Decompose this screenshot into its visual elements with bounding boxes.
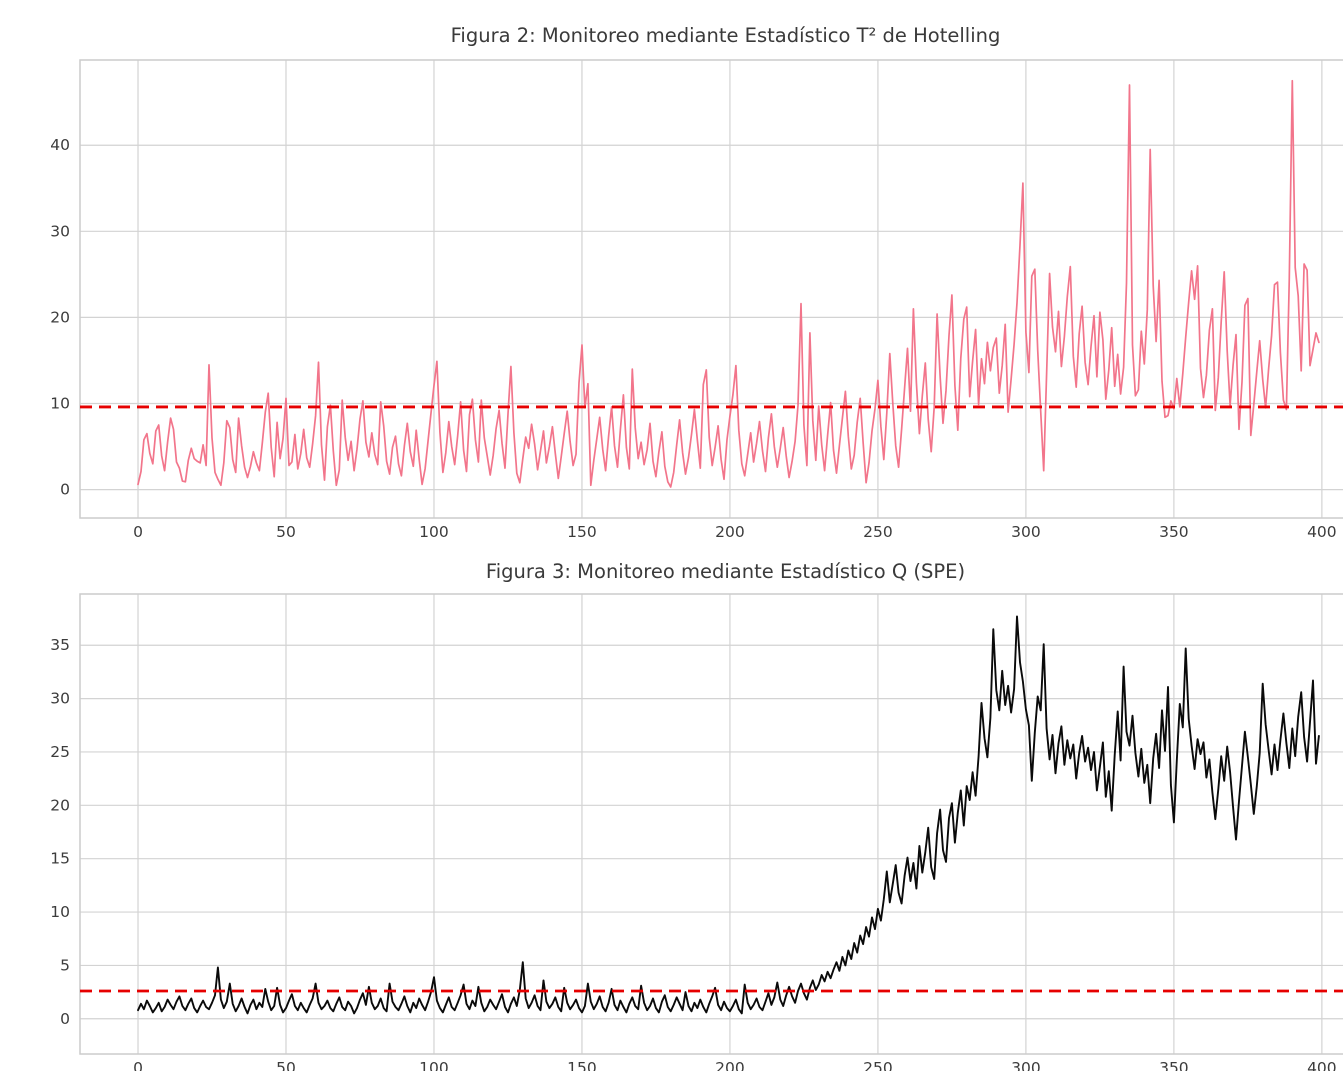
x-tick-label: 200 (715, 1059, 745, 1071)
y-tick-label: 30 (50, 222, 70, 240)
x-tick-label: 100 (419, 1059, 449, 1071)
x-tick-label: 0 (133, 523, 143, 541)
figure-2-title: Figura 2: Monitoreo mediante Estadístico… (450, 24, 1001, 47)
y-tick-label: 0 (60, 1010, 70, 1028)
y-tick-label: 5 (60, 956, 70, 974)
x-tick-label: 250 (863, 1059, 893, 1071)
x-tick-label: 400 (1307, 1059, 1337, 1071)
plot-border (79, 59, 1343, 519)
y-tick-label: 10 (50, 395, 70, 413)
x-tick-label: 350 (1159, 1059, 1189, 1071)
x-tick-label: 50 (276, 523, 296, 541)
figure-2-plot-area: 0 50 100 150 200 250 300 350 400 0 10 20 30 40 (50, 59, 1343, 541)
series-line (137, 615, 1320, 1015)
x-tick-label: 100 (419, 523, 449, 541)
y-tick-label: 20 (50, 796, 70, 814)
y-tick-label: 25 (50, 743, 70, 761)
y-tick-label: 0 (60, 481, 70, 499)
y-tick-label: 40 (50, 136, 70, 154)
x-tick-label: 250 (863, 523, 893, 541)
figure-2-hotelling-t2: Figura 2: Monitoreo mediante Estadístico… (40, 16, 1343, 551)
y-tick-label: 20 (50, 308, 70, 326)
x-tick-label: 300 (1011, 1059, 1041, 1071)
x-tick-label: 50 (276, 1059, 296, 1071)
series-line (137, 79, 1320, 488)
x-tick-label: 300 (1011, 523, 1041, 541)
figure-3-spe-q: Figura 3: Monitoreo mediante Estadístico… (40, 552, 1343, 1071)
plot-border (79, 593, 1343, 1055)
x-tick-label: 200 (715, 523, 745, 541)
figure-3-plot-area: 0 50 100 150 200 250 300 350 400 0 5 10 15 20 25 30 35 (50, 593, 1343, 1071)
x-tick-label: 0 (133, 1059, 143, 1071)
y-tick-label: 10 (50, 903, 70, 921)
y-tick-label: 35 (50, 636, 70, 654)
y-tick-label: 30 (50, 690, 70, 708)
figure-3-title: Figura 3: Monitoreo mediante Estadístico… (485, 560, 966, 583)
x-tick-label: 400 (1307, 523, 1337, 541)
x-tick-label: 150 (567, 523, 597, 541)
x-tick-label: 350 (1159, 523, 1189, 541)
y-tick-label: 15 (50, 850, 70, 868)
x-tick-label: 150 (567, 1059, 597, 1071)
